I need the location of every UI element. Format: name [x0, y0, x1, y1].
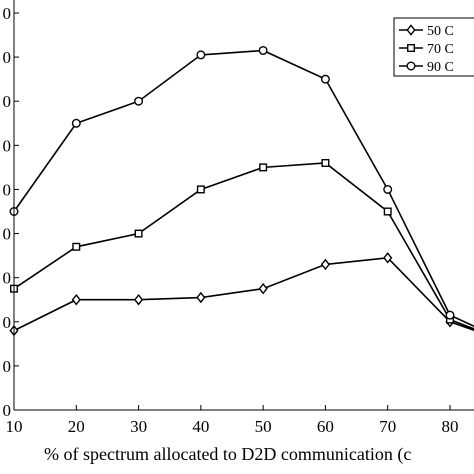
data-point — [196, 185, 205, 194]
x-tick-label: 20 — [68, 417, 85, 436]
x-tick-label: 70 — [379, 417, 396, 436]
x-tick-label: 60 — [317, 417, 334, 436]
y-tick-label: 0 — [3, 4, 12, 23]
data-point — [71, 118, 81, 128]
y-tick-label: 0 — [3, 48, 12, 67]
y-tick-label: 0 — [3, 136, 12, 155]
y-tick-label: 0 — [3, 92, 12, 111]
data-point — [258, 282, 268, 295]
x-tick-label: 40 — [192, 417, 209, 436]
x-tick-label: 30 — [130, 417, 147, 436]
data-point — [321, 158, 330, 167]
data-point — [71, 294, 81, 306]
data-point — [383, 252, 393, 264]
data-point — [134, 96, 144, 106]
data-point — [196, 291, 206, 304]
y-tick-label: 0 — [3, 401, 12, 420]
y-tick-label: 0 — [3, 269, 12, 288]
legend-marker — [406, 61, 416, 71]
legend-label: 90 C — [427, 60, 454, 75]
data-point — [133, 294, 144, 306]
data-point — [383, 207, 392, 216]
data-point — [383, 184, 393, 194]
legend-marker — [407, 44, 416, 53]
x-tick-label: 80 — [442, 417, 459, 436]
y-tick-label: 0 — [3, 357, 12, 376]
data-point — [72, 242, 81, 251]
data-point — [259, 163, 268, 172]
y-tick-label: 0 — [3, 313, 12, 332]
legend-label: 70 C — [427, 42, 454, 57]
chart-legend: 50 C 70 C 90 C — [393, 17, 474, 77]
data-point — [445, 310, 455, 320]
data-point — [258, 45, 268, 55]
y-tick-label: 0 — [3, 225, 12, 244]
data-point — [196, 50, 206, 60]
data-point — [134, 229, 143, 238]
chart-marks — [9, 45, 474, 337]
x-tick-label: 50 — [255, 417, 272, 436]
x-tick-label: 10 — [6, 417, 23, 436]
data-point — [320, 74, 330, 84]
x-axis-label: % of spectrum allocated to D2D communica… — [44, 444, 411, 465]
legend-marker — [406, 24, 416, 36]
legend-label: 50 C — [427, 24, 454, 39]
data-point — [320, 258, 331, 271]
y-tick-label: 0 — [3, 180, 12, 199]
